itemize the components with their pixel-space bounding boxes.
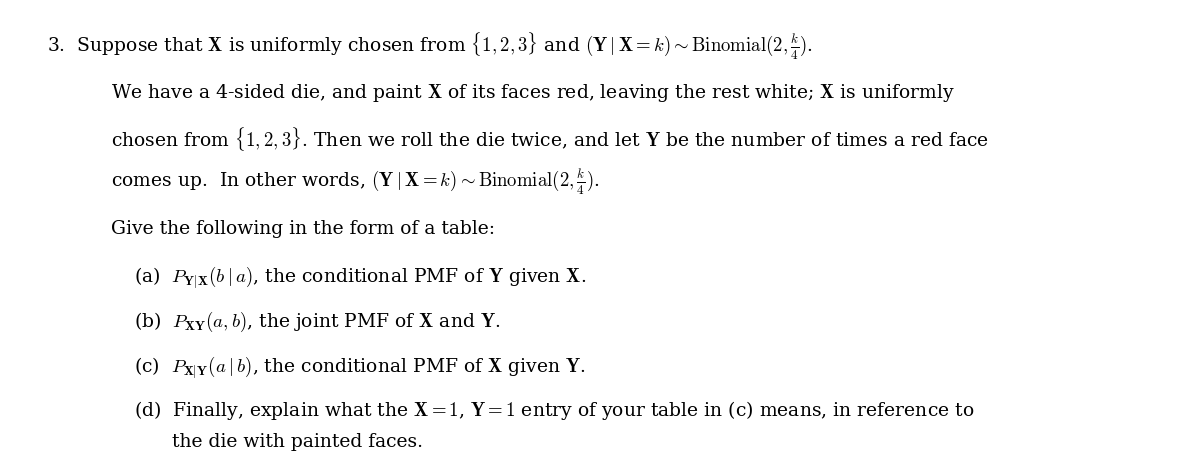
Text: (d)  Finally, explain what the $\mathbf{X} = 1$, $\mathbf{Y} = 1$ entry of your : (d) Finally, explain what the $\mathbf{X… [134,399,974,422]
Text: Give the following in the form of a table:: Give the following in the form of a tabl… [110,221,494,238]
Text: comes up.  In other words, $(\mathbf{Y} \mid \mathbf{X} = k) \sim \mathrm{Binomi: comes up. In other words, $(\mathbf{Y} \… [110,167,599,197]
Text: We have a 4-sided die, and paint $\mathbf{X}$ of its faces red, leaving the rest: We have a 4-sided die, and paint $\mathb… [110,83,955,104]
Text: the die with painted faces.: the die with painted faces. [173,434,424,451]
Text: (b)  $P_{\mathbf{X}\mathbf{Y}}(a, b)$, the joint PMF of $\mathbf{X}$ and $\mathb: (b) $P_{\mathbf{X}\mathbf{Y}}(a, b)$, th… [134,310,500,334]
Text: (c)  $P_{\mathbf{X}|\mathbf{Y}}(a \mid b)$, the conditional PMF of $\mathbf{X}$ : (c) $P_{\mathbf{X}|\mathbf{Y}}(a \mid b)… [134,354,586,380]
Text: (a)  $P_{\mathbf{Y}|\mathbf{X}}(b \mid a)$, the conditional PMF of $\mathbf{Y}$ : (a) $P_{\mathbf{Y}|\mathbf{X}}(b \mid a)… [134,265,586,291]
Text: 3.  Suppose that $\mathbf{X}$ is uniformly chosen from $\{1,2,3\}$ and $(\mathbf: 3. Suppose that $\mathbf{X}$ is uniforml… [47,31,812,62]
Text: chosen from $\{1,2,3\}$. Then we roll the die twice, and let $\mathbf{Y}$ be the: chosen from $\{1,2,3\}$. Then we roll th… [110,125,989,153]
